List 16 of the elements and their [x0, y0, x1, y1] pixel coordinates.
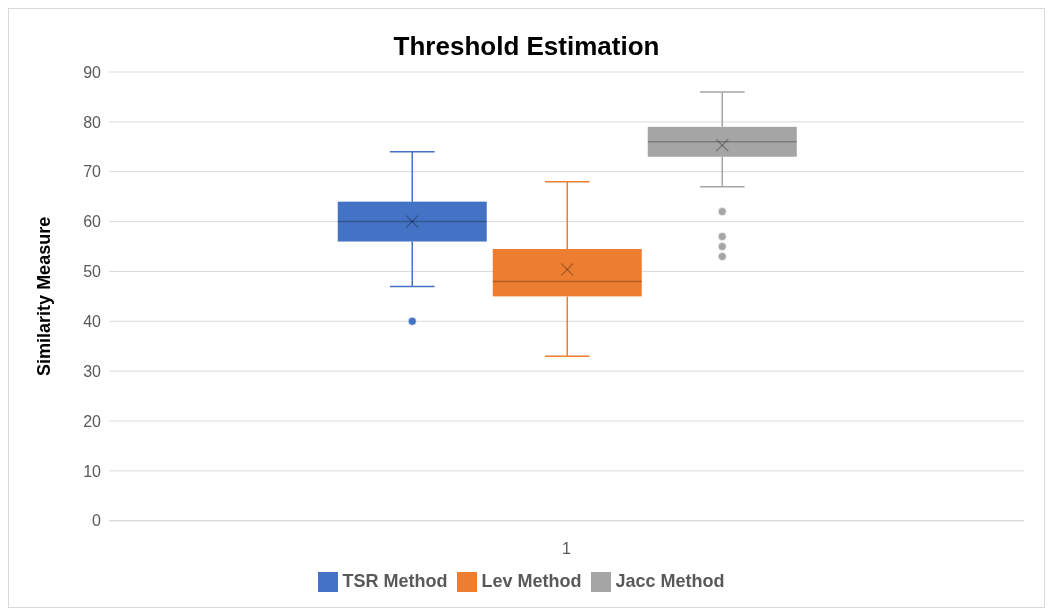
y-tick-label: 60: [83, 213, 102, 231]
y-axis-title: Similarity Measure: [34, 216, 55, 376]
x-tick-label: 1: [562, 540, 572, 558]
y-tick-label: 40: [83, 312, 102, 330]
y-tick-label: 10: [83, 462, 102, 480]
y-tick-label: 90: [83, 63, 102, 81]
y-tick-label: 70: [83, 163, 102, 181]
legend-label: Lev Method: [481, 570, 582, 591]
y-tick-label: 0: [92, 512, 102, 530]
legend-label: TSR Method: [342, 570, 448, 591]
y-tick-label: 30: [83, 362, 102, 380]
y-tick-label: 80: [83, 113, 102, 131]
y-tick-label: 20: [83, 412, 102, 430]
chart-title: Threshold Estimation: [392, 30, 661, 62]
y-tick-label: 50: [83, 263, 102, 281]
legend-label: Jacc Method: [615, 570, 725, 591]
